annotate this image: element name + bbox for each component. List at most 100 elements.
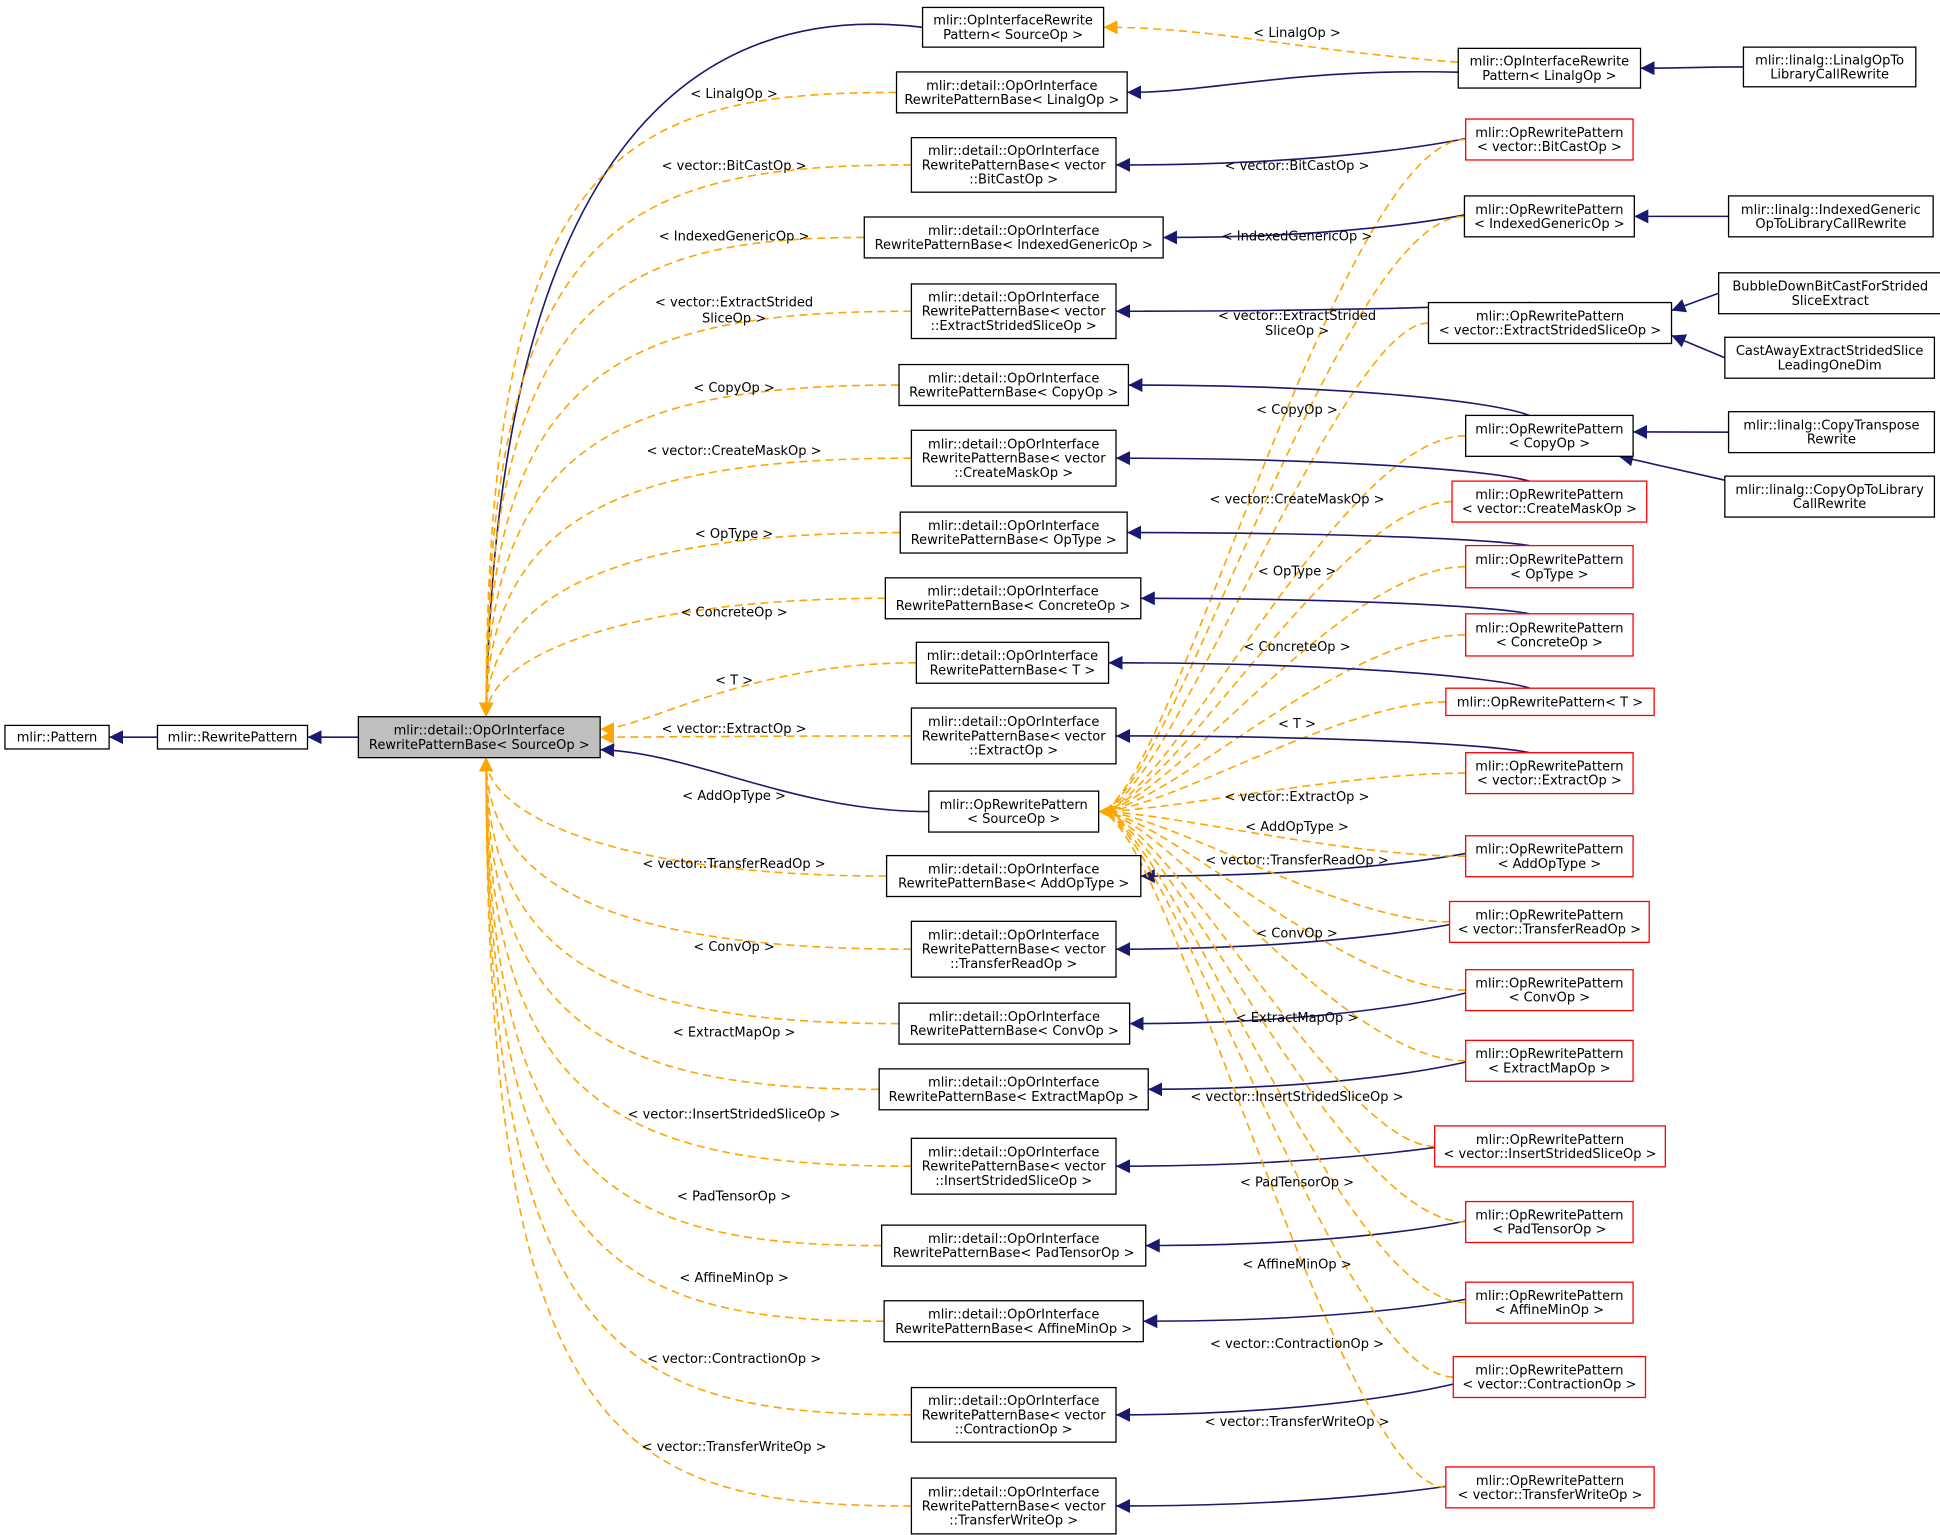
edge-template-base_optype [479, 531, 901, 717]
node-label-line: mlir::linalg::LinalgOpTo [1755, 53, 1904, 68]
node-base-source[interactable]: mlir::detail::OpOrInterfaceRewritePatter… [357, 716, 601, 759]
edge-label-extractstrided-1: SliceOp > [702, 311, 766, 326]
node-box [863, 216, 1164, 259]
node-label-line: mlir::OpRewritePattern [1475, 843, 1623, 858]
edge-label-insertstrided: < vector::InsertStridedSliceOp > [628, 1107, 841, 1122]
node-label-line: mlir::OpRewritePattern [1475, 203, 1623, 218]
node-label-line: mlir::detail::OpOrInterface [927, 585, 1098, 600]
node-base-conv[interactable]: mlir::detail::OpOrInterfaceRewritePatter… [898, 1002, 1131, 1045]
node-op-extract[interactable]: mlir::OpRewritePattern< vector::ExtractO… [1465, 752, 1634, 795]
node-label-line: RewritePatternBase< CopyOp > [909, 386, 1118, 401]
node-label-line: < ConcreteOp > [1496, 635, 1603, 650]
edge-cast-away [1671, 334, 1726, 359]
node-base-copy[interactable]: mlir::detail::OpOrInterfaceRewritePatter… [898, 363, 1130, 407]
node-label-line: LibraryCallRewrite [1770, 68, 1889, 83]
node-base-padtensor[interactable]: mlir::detail::OpOrInterfaceRewritePatter… [880, 1224, 1147, 1267]
edge-label-t: < T > [715, 673, 753, 688]
node-label-line: LeadingOneDim [1778, 358, 1882, 373]
node-op-affinemin[interactable]: mlir::OpRewritePattern< AffineMinOp > [1465, 1281, 1634, 1324]
node-base-transferread[interactable]: mlir::detail::OpOrInterfaceRewritePatter… [910, 920, 1117, 978]
node-box [1724, 336, 1936, 379]
node-op-contraction[interactable]: mlir::OpRewritePattern< vector::Contract… [1452, 1355, 1647, 1399]
edge-template-base_bitcast [479, 164, 912, 717]
node-label-line: CastAwayExtractStridedSlice [1736, 344, 1924, 359]
node-box [1465, 969, 1634, 1012]
node-op-transferwrite[interactable]: mlir::OpRewritePattern< vector::Transfer… [1445, 1466, 1655, 1509]
edge-label-padtensor: < PadTensorOp > [1240, 1176, 1354, 1191]
edge-label-linalg: < LinalgOp > [1253, 26, 1340, 41]
node-base-addoptype[interactable]: mlir::detail::OpOrInterfaceRewritePatter… [885, 854, 1142, 898]
edge-template-base_t [600, 661, 917, 737]
node-box [880, 1224, 1147, 1267]
node-base-insertstrided[interactable]: mlir::detail::OpOrInterfaceRewritePatter… [910, 1137, 1117, 1195]
node-op-concrete[interactable]: mlir::OpRewritePattern< ConcreteOp > [1465, 613, 1634, 657]
node-label-line: mlir::OpInterfaceRewrite [1470, 55, 1630, 70]
node-label-line: < CopyOp > [1509, 436, 1591, 451]
node-op-transferread[interactable]: mlir::OpRewritePattern< vector::Transfer… [1448, 900, 1650, 944]
edge-template-op_padtensor [1098, 804, 1466, 1223]
node-linalg-to-libcall[interactable]: mlir::linalg::LinalgOpToLibraryCallRewri… [1742, 46, 1917, 88]
node-label-line: RewritePatternBase< vector [922, 305, 1106, 320]
node-label-line: mlir::OpInterfaceRewrite [933, 14, 1093, 29]
node-op-conv[interactable]: mlir::OpRewritePattern< ConvOp > [1465, 969, 1634, 1012]
node-base-extractstrided[interactable]: mlir::detail::OpOrInterfaceRewritePatter… [910, 283, 1117, 340]
node-op-addoptype[interactable]: mlir::OpRewritePattern< AddOpType > [1465, 835, 1634, 878]
node-base-createmask[interactable]: mlir::detail::OpOrInterfaceRewritePatter… [910, 429, 1117, 487]
node-op-insertstrided[interactable]: mlir::OpRewritePattern< vector::InsertSt… [1434, 1125, 1666, 1168]
node-op-extractmap[interactable]: mlir::OpRewritePattern< ExtractMapOp > [1465, 1039, 1634, 1082]
node-op-rewrite-source[interactable]: mlir::OpRewritePattern< SourceOp > [928, 790, 1100, 833]
node-base-concrete[interactable]: mlir::detail::OpOrInterfaceRewritePatter… [884, 577, 1142, 620]
node-base-extract[interactable]: mlir::detail::OpOrInterfaceRewritePatter… [910, 707, 1117, 765]
node-label-line: mlir::detail::OpOrInterface [928, 1485, 1099, 1500]
node-box [1724, 475, 1936, 518]
node-op-bitcast[interactable]: mlir::OpRewritePattern< vector::BitCastO… [1465, 118, 1634, 161]
edge-template-op_conv [1098, 804, 1466, 991]
node-base-optype[interactable]: mlir::detail::OpOrInterfaceRewritePatter… [899, 511, 1128, 554]
node-rewrite-pattern[interactable]: mlir::RewritePattern [156, 724, 309, 750]
edge-op_optype-to-base_optype [1127, 525, 1530, 547]
node-label-line: RewritePatternBase< vector [922, 452, 1106, 467]
node-label-line: mlir::detail::OpOrInterface [928, 1394, 1099, 1409]
edge-label-extractmap: < ExtractMapOp > [1236, 1011, 1359, 1026]
node-base-contraction[interactable]: mlir::detail::OpOrInterfaceRewritePatter… [910, 1386, 1117, 1443]
node-label-line: mlir::detail::OpOrInterface [928, 1232, 1099, 1247]
node-base-affinemin[interactable]: mlir::detail::OpOrInterfaceRewritePatter… [883, 1300, 1144, 1343]
edge-template-base_conv [479, 757, 900, 1025]
node-op-optype[interactable]: mlir::OpRewritePattern< OpType > [1465, 544, 1634, 589]
node-base-indexedgeneric[interactable]: mlir::detail::OpOrInterfaceRewritePatter… [863, 216, 1164, 259]
node-label-line: mlir::detail::OpOrInterface [929, 1010, 1100, 1025]
edge-label-padtensor: < PadTensorOp > [677, 1189, 791, 1204]
node-label-line: RewritePatternBase< SourceOp > [369, 738, 590, 753]
node-base-t[interactable]: mlir::detail::OpOrInterfaceRewritePatter… [915, 641, 1110, 684]
node-label-line: mlir::detail::OpOrInterface [928, 224, 1099, 239]
edge-label-extractstrided-0: < vector::ExtractStrided [1218, 309, 1376, 324]
node-indexedgeneric-to-libcall[interactable]: mlir::linalg::IndexedGenericOpToLibraryC… [1727, 195, 1934, 238]
node-pattern[interactable]: mlir::Pattern [4, 724, 110, 750]
node-op-padtensor[interactable]: mlir::OpRewritePattern< PadTensorOp > [1465, 1200, 1634, 1244]
edge-label-conv: < ConvOp > [1256, 926, 1338, 941]
node-box [1452, 1355, 1647, 1399]
node-label-line: mlir::detail::OpOrInterface [928, 371, 1099, 386]
node-label-line: ::ExtractStridedSliceOp > [931, 319, 1097, 334]
node-label-line: mlir::OpRewritePattern [1476, 309, 1624, 324]
node-op-copy[interactable]: mlir::OpRewritePattern< CopyOp > [1465, 414, 1634, 457]
node-base-extractmap[interactable]: mlir::detail::OpOrInterfaceRewritePatter… [878, 1068, 1149, 1111]
edge-label-t: < T > [1278, 717, 1316, 732]
node-box [899, 511, 1128, 554]
edge-template-op_concrete [1098, 634, 1466, 819]
node-base-bitcast[interactable]: mlir::detail::OpOrInterfaceRewritePatter… [910, 136, 1117, 193]
node-op-t[interactable]: mlir::OpRewritePattern< T > [1445, 687, 1655, 717]
node-label-line: < IndexedGenericOp > [1474, 217, 1625, 232]
node-base-linalg[interactable]: mlir::detail::OpOrInterfaceRewritePatter… [895, 71, 1128, 114]
node-op-extractstrided[interactable]: mlir::OpRewritePattern< vector::ExtractS… [1427, 301, 1673, 345]
edge-template-base_affinemin [479, 757, 885, 1323]
node-base-transferwrite[interactable]: mlir::detail::OpOrInterfaceRewritePatter… [910, 1477, 1117, 1535]
node-op-indexedgeneric[interactable]: mlir::OpRewritePattern< IndexedGenericOp… [1463, 195, 1635, 238]
node-op-createmask[interactable]: mlir::OpRewritePattern< vector::CreateMa… [1451, 480, 1648, 523]
